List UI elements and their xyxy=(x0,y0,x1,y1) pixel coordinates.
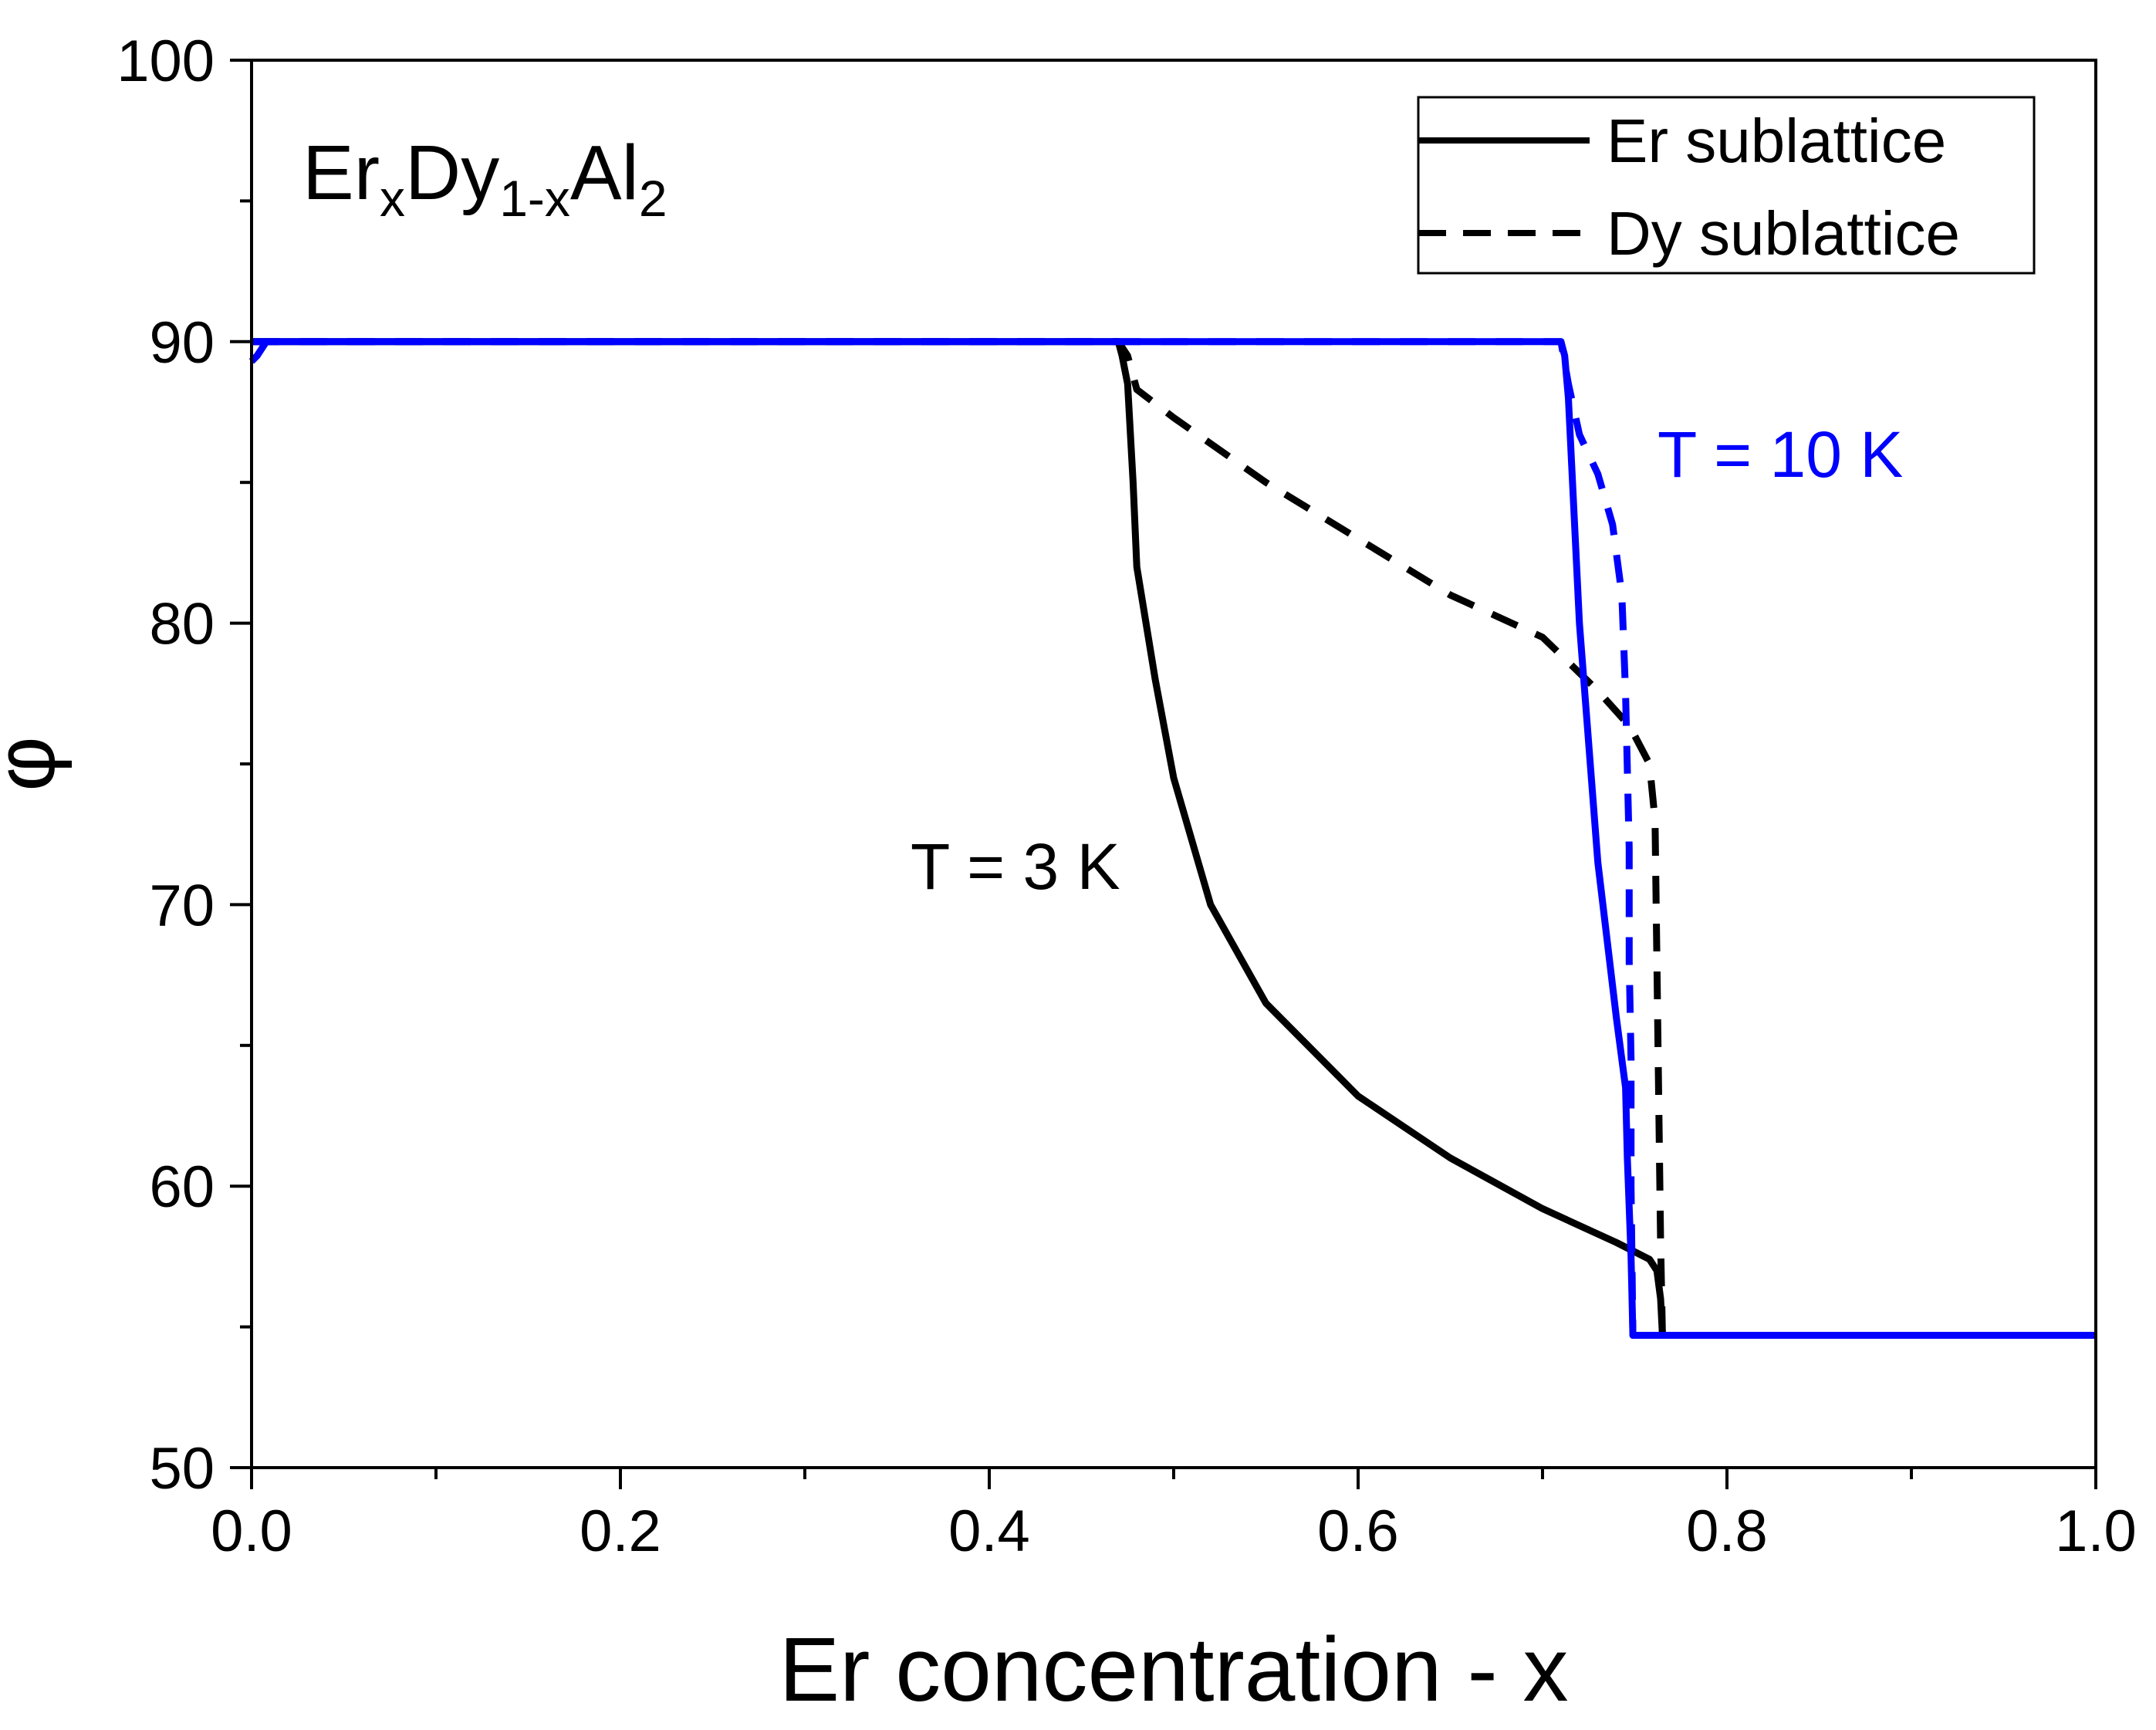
formula-subscript: 1-x xyxy=(499,170,570,227)
formula-part: Al xyxy=(570,130,639,216)
formula-part: Dy xyxy=(405,130,499,216)
y-axis-label: φ xyxy=(0,736,73,791)
series-line-t10k-er xyxy=(248,338,2096,1339)
legend-box xyxy=(1417,96,2036,275)
compound-formula: ErxDy1-xAl2 xyxy=(302,130,667,227)
x-tick-label: 0.6 xyxy=(1317,1499,1399,1564)
annotation-t-10k: T = 10 K xyxy=(1658,418,1903,491)
formula-part: Er xyxy=(302,130,380,216)
x-tick-label: 1.0 xyxy=(2055,1499,2137,1564)
y-tick-label: 80 xyxy=(149,592,215,657)
x-tick-label: 0.2 xyxy=(580,1499,661,1564)
x-tick-label: 0.8 xyxy=(1686,1499,1768,1564)
x-axis-label: Er concentration - x xyxy=(779,1619,1568,1721)
y-tick-label: 100 xyxy=(117,29,215,94)
y-tick-label: 60 xyxy=(149,1154,215,1220)
y-tick-label: 70 xyxy=(149,873,215,938)
formula-subscript: x xyxy=(380,170,405,227)
series-line-t3k-er xyxy=(252,338,2096,1339)
x-tick-label: 0.0 xyxy=(211,1499,292,1564)
x-tick-label: 0.4 xyxy=(948,1499,1030,1564)
legend: Er sublattice Dy sublattice xyxy=(1417,96,2036,275)
formula-subscript: 2 xyxy=(639,170,667,227)
axis-ticks: 0.0 0.2 0.4 0.6 0.8 1.0 50 60 70 80 90 100 xyxy=(117,29,2137,1564)
legend-label-er-sublattice: Er sublattice xyxy=(1607,106,1946,175)
plot-curves xyxy=(248,338,2096,1339)
y-tick-label: 90 xyxy=(149,310,215,376)
legend-label-dy-sublattice: Dy sublattice xyxy=(1607,199,1960,268)
y-tick-label: 50 xyxy=(149,1436,215,1502)
series-line-t3k-dy xyxy=(252,338,2096,1339)
annotation-t-3k: T = 3 K xyxy=(911,830,1120,903)
